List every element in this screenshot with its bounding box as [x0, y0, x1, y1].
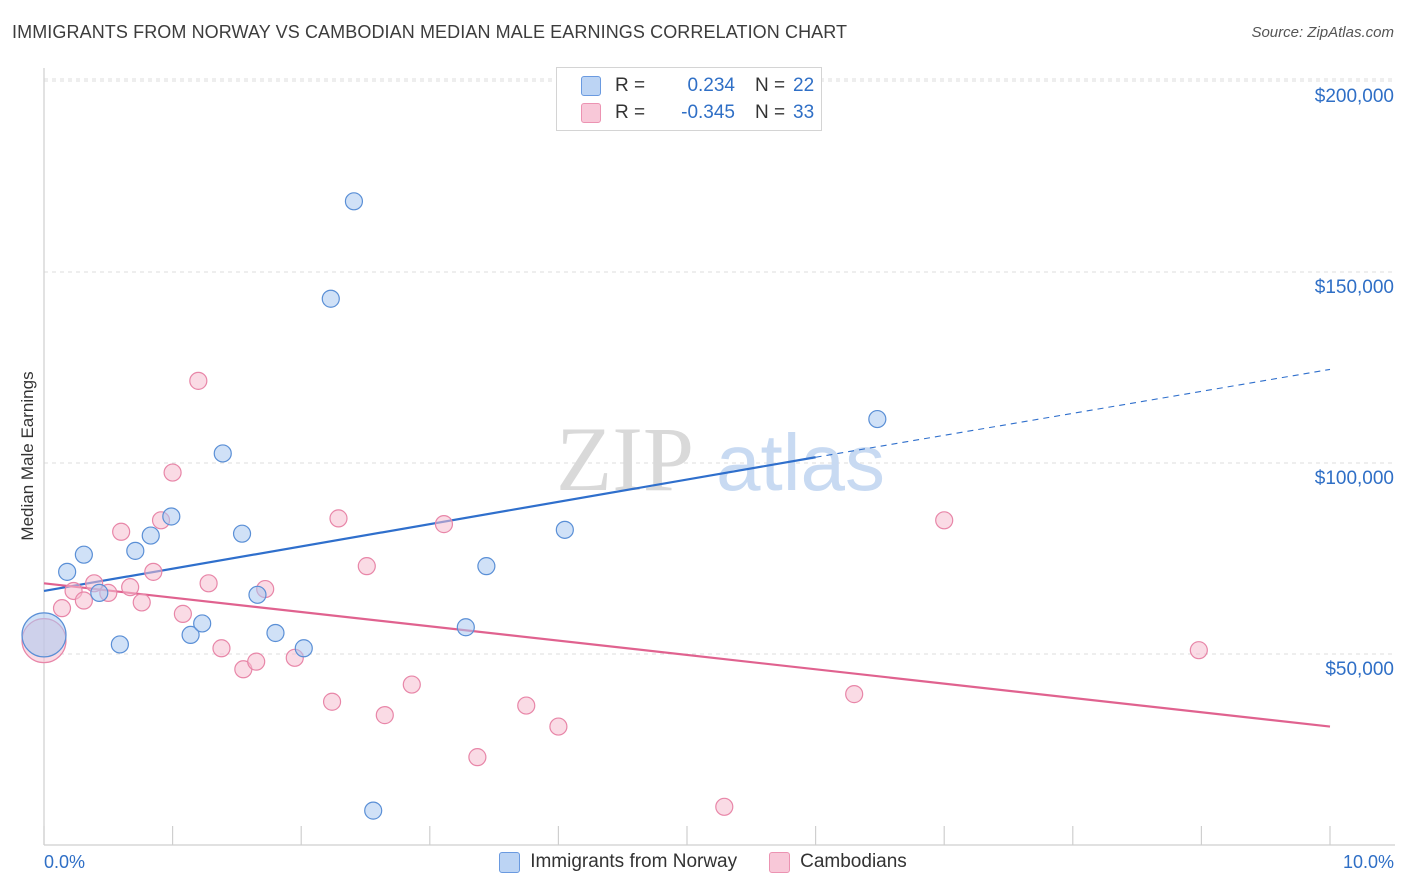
norway-point [213, 444, 232, 463]
norway-point [266, 623, 285, 643]
cambodia-point [163, 463, 182, 482]
y-tick-label: $50,000 [1325, 659, 1394, 680]
cambodia-point [189, 371, 208, 390]
data-points [21, 192, 1208, 820]
trend-lines [43, 368, 1331, 728]
norway-point [110, 635, 129, 654]
cambodia-point [173, 604, 192, 623]
r-label: R = [615, 75, 646, 96]
norway-swatch [581, 76, 601, 96]
y-tick-label: $150,000 [1314, 277, 1394, 298]
cambodia-point [112, 522, 131, 541]
cambodia-point [468, 748, 487, 767]
cambodia-point [121, 578, 140, 597]
legend-row-cambodia: R = -0.345 N = 33 [581, 101, 814, 125]
n-label: N = [755, 75, 786, 96]
cambodia-point [375, 706, 394, 725]
cambodia-point [549, 717, 568, 736]
cambodia-point [1189, 641, 1208, 660]
norway-point [456, 618, 475, 637]
norway-point [181, 625, 200, 645]
norway-point [294, 639, 313, 658]
n-value: 33 [793, 102, 815, 123]
watermark: ZIP atlas [556, 408, 885, 510]
norway-point [141, 526, 160, 545]
norway-point [364, 801, 383, 820]
norway-point [344, 192, 364, 211]
cambodia-point [715, 797, 734, 816]
norway-point [21, 612, 67, 658]
chart-title: IMMIGRANTS FROM NORWAY VS CAMBODIAN MEDI… [12, 22, 848, 42]
axes [43, 68, 1395, 846]
norway-point [90, 583, 109, 602]
norway-point [868, 409, 887, 429]
r-label: R = [615, 102, 646, 123]
legend-item-norway: Immigrants from Norway [499, 851, 737, 873]
n-label: N = [755, 102, 786, 123]
cambodia-point [52, 599, 72, 618]
y-tick-label: $100,000 [1314, 468, 1394, 489]
source-credit: Source: ZipAtlas.com [1251, 24, 1394, 41]
correlation-legend: R = 0.234 N = 22 R = -0.345 N = 33 [556, 67, 822, 131]
norway-point [321, 289, 340, 308]
norway-swatch [499, 851, 521, 873]
cambodia-point [322, 692, 342, 711]
norway-trend-extension [815, 368, 1331, 458]
norway-point [58, 562, 77, 581]
legend-label: Cambodians [800, 851, 907, 872]
r-value: -0.345 [681, 102, 735, 123]
grid-lines [44, 78, 1395, 655]
norway-point [162, 507, 181, 526]
cambodia-point [357, 557, 376, 576]
y-tick-label: $200,000 [1314, 86, 1394, 107]
cambodia-point [434, 515, 454, 534]
cambodia-point [329, 509, 348, 528]
cambodia-point [247, 652, 266, 671]
x-tick-label-max: 10.0% [1342, 852, 1394, 872]
norway-point [193, 614, 212, 633]
legend-row-norway: R = 0.234 N = 22 [581, 74, 814, 98]
norway-point [248, 585, 267, 604]
y-axis-title: Median Male Earnings [18, 371, 37, 541]
cambodia-point [199, 574, 218, 593]
cambodia-swatch [769, 851, 791, 873]
cambodia-point [74, 591, 93, 610]
norway-point [477, 557, 496, 576]
watermark-zip: ZIP [556, 408, 694, 510]
legend-item-cambodia: Cambodians [769, 851, 907, 873]
cambodia-point [935, 511, 954, 530]
x-tick-label-min: 0.0% [44, 852, 86, 872]
norway-point [232, 524, 252, 543]
cambodia-swatch [581, 103, 601, 123]
norway-trend-line [43, 456, 816, 593]
norway-point [74, 545, 93, 564]
cambodia-point [144, 562, 163, 581]
norway-point [126, 541, 145, 560]
r-value: 0.234 [687, 75, 735, 96]
series-legend: Immigrants from Norway Cambodians [0, 851, 1406, 873]
legend-label: Immigrants from Norway [530, 851, 738, 872]
norway-point [555, 520, 574, 539]
cambodia-trend-line [43, 582, 1331, 728]
cambodia-point [845, 685, 864, 704]
cambodia-point [402, 675, 421, 694]
cambodia-point [517, 696, 536, 715]
cambodia-point [212, 639, 231, 658]
watermark-atlas: atlas [716, 418, 885, 507]
n-value: 22 [793, 75, 815, 96]
cambodia-point [132, 593, 151, 612]
